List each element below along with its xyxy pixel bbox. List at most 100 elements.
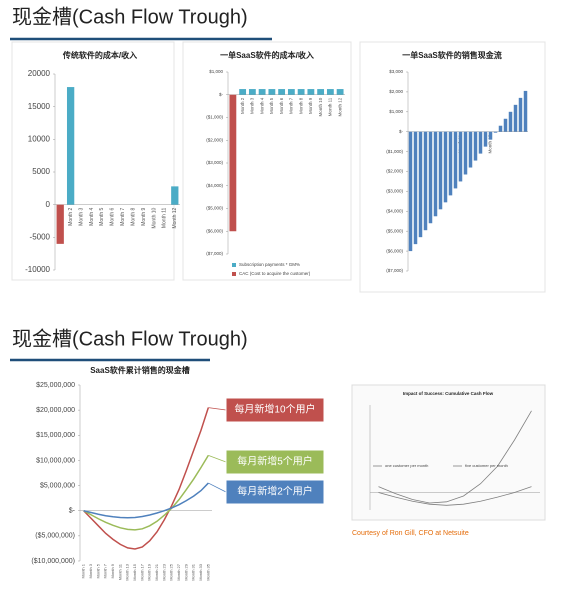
y-tick-label: ($5,000,000) bbox=[35, 533, 75, 540]
y-tick-label: ($10,000,000) bbox=[31, 558, 75, 565]
bar bbox=[488, 131, 493, 140]
x-tick-label: Month 12 bbox=[337, 97, 342, 116]
x-tick-label: Month 6 bbox=[110, 207, 116, 225]
x-tick-label: Month 7 bbox=[289, 97, 294, 114]
callout-label: 每月新增2个用户 bbox=[237, 485, 313, 498]
bar bbox=[463, 131, 468, 175]
bar bbox=[443, 131, 448, 203]
chart-title: 一单SaaS软件的销售现金流 bbox=[402, 50, 502, 60]
y-tick-label: 20000 bbox=[28, 69, 51, 78]
bar bbox=[508, 111, 513, 132]
bar bbox=[518, 97, 523, 132]
x-tick-label: Month 7 bbox=[120, 207, 126, 225]
y-tick-label: 0 bbox=[46, 200, 51, 209]
bar bbox=[171, 186, 179, 205]
y-tick-label: $3,000 bbox=[389, 69, 403, 74]
callout-label: 每月新增10个用户 bbox=[234, 403, 315, 416]
chart-frame bbox=[182, 41, 352, 281]
chart-title: Impact of Success: Cumulative Cash Flow bbox=[403, 391, 494, 396]
x-tick-label: Month 11 bbox=[162, 207, 168, 228]
y-tick-label: ($4,000) bbox=[206, 183, 223, 188]
x-tick-label: Month 10 bbox=[318, 97, 323, 116]
bar bbox=[278, 89, 286, 95]
x-tick-label: Month 5 bbox=[95, 563, 100, 578]
bar bbox=[229, 94, 237, 232]
legend-swatch bbox=[232, 263, 236, 267]
y-tick-label: ($4,000) bbox=[386, 208, 403, 213]
bar bbox=[248, 89, 256, 95]
x-tick-label: Month 10 bbox=[151, 207, 157, 228]
y-tick-label: $- bbox=[219, 92, 224, 97]
bar bbox=[66, 87, 75, 205]
line bbox=[83, 482, 209, 519]
x-tick-label: Month 9 bbox=[141, 207, 147, 225]
x-tick-label: Month 25 bbox=[169, 563, 174, 580]
line bbox=[83, 407, 210, 550]
x-tick-label: Month 33 bbox=[198, 563, 203, 580]
y-tick-label: ($2,000) bbox=[386, 169, 403, 174]
bar bbox=[307, 89, 315, 95]
bar bbox=[498, 125, 503, 132]
x-tick-label: Month 17 bbox=[139, 563, 144, 580]
callout-box bbox=[225, 397, 325, 423]
bar bbox=[483, 131, 488, 147]
x-tick-label: Month 4 bbox=[89, 207, 95, 225]
bar bbox=[287, 89, 295, 95]
x-tick-label: Month 3 bbox=[88, 563, 93, 578]
heading: 现金槽(Cash Flow Trough) bbox=[12, 5, 248, 28]
y-tick-label: -5000 bbox=[30, 232, 51, 241]
callout-connector bbox=[208, 407, 227, 411]
caption: Courtesy of Ron Gill, CFO at Netsuite bbox=[352, 530, 469, 537]
bar bbox=[258, 89, 266, 95]
chart-title: SaaS软件累计销售的现金槽 bbox=[90, 365, 190, 375]
chart-frame bbox=[351, 384, 546, 521]
x-tick-label: Month 8 bbox=[130, 207, 136, 225]
legend-label: CAC (Cost to acquire the customer) bbox=[239, 271, 311, 276]
x-tick-label: Month 7 bbox=[103, 563, 108, 578]
bar bbox=[453, 131, 458, 189]
x-tick-label: Month 35 bbox=[205, 563, 210, 580]
y-tick-label: $5,000,000 bbox=[40, 482, 75, 489]
y-tick-label: $20,000,000 bbox=[36, 407, 75, 414]
bar bbox=[317, 89, 325, 95]
y-tick-label: ($7,000) bbox=[206, 251, 223, 256]
x-tick-label: Month 27 bbox=[176, 563, 181, 580]
bar bbox=[418, 131, 423, 238]
line bbox=[378, 410, 532, 504]
x-tick-label: Month 13 bbox=[125, 563, 130, 580]
heading: 现金槽(Cash Flow Trough) bbox=[12, 327, 248, 350]
y-tick-label: 10000 bbox=[28, 134, 51, 143]
y-tick-label: $- bbox=[399, 129, 404, 134]
bar bbox=[478, 131, 483, 154]
bar bbox=[408, 131, 413, 252]
bar bbox=[56, 204, 64, 244]
callout-label: 每月新增5个用户 bbox=[237, 455, 313, 468]
bar bbox=[513, 104, 518, 132]
bar bbox=[423, 131, 428, 231]
x-tick-label: Month 15 bbox=[132, 563, 137, 580]
x-tick-label: Month 11 bbox=[117, 563, 122, 580]
y-tick-label: 5000 bbox=[32, 167, 50, 176]
y-tick-label: ($5,000) bbox=[206, 206, 223, 211]
bar bbox=[428, 131, 433, 224]
bar bbox=[268, 89, 276, 95]
y-tick-label: ($6,000) bbox=[386, 248, 403, 253]
x-tick-label: Month 11 bbox=[328, 97, 333, 116]
x-tick-label: Month 29 bbox=[183, 563, 188, 580]
chart-frame bbox=[11, 41, 175, 281]
x-tick-label: Month 9 bbox=[308, 97, 313, 114]
bar bbox=[297, 89, 305, 95]
x-tick-label: Month 9 bbox=[110, 563, 115, 578]
bar bbox=[433, 131, 438, 217]
legend-label: five customer per month bbox=[465, 463, 508, 468]
bar bbox=[503, 118, 508, 132]
y-tick-label: ($2,000) bbox=[206, 137, 223, 142]
y-tick-label: ($1,000) bbox=[386, 149, 403, 154]
x-tick-label: Month 5 bbox=[269, 97, 274, 114]
x-tick-label: Month 2 bbox=[240, 97, 245, 114]
y-tick-label: $1,000 bbox=[389, 109, 403, 114]
line bbox=[378, 486, 532, 506]
legend-label: Subscription payments * GM% bbox=[239, 262, 300, 267]
